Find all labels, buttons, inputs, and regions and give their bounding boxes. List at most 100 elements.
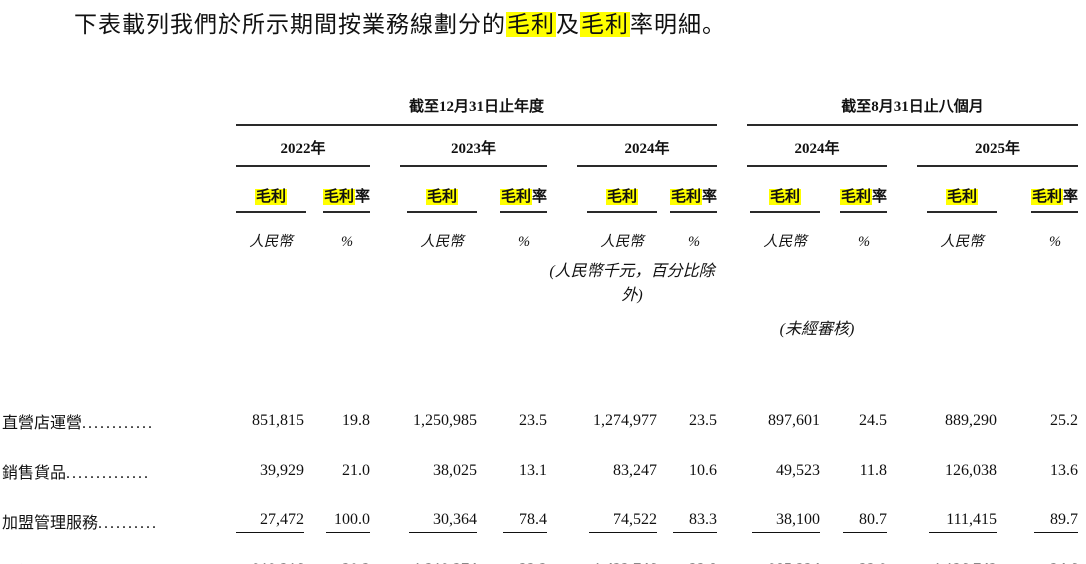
gpm-suffix: 率 [354, 189, 370, 205]
value-cell: 1,126,743 [887, 533, 997, 564]
measure-header-row: 毛利 毛利率 毛利 毛利率 毛利 毛利率 毛利 毛利率 毛利 毛利率 [2, 167, 1079, 213]
gp-header-2024-8m: 毛利 [747, 167, 821, 213]
unit-cell: % [820, 213, 887, 257]
gpm-suffix: 率 [702, 189, 718, 205]
intro-paragraph: 下表載列我們於所示期間按業務線劃分的毛利及毛利率明細。 [74, 8, 1086, 42]
spacer-row [2, 339, 1078, 383]
dot-leader: ............ [82, 415, 155, 432]
period-header-row: 截至12月31日止年度 截至8月31日止八個月 [2, 92, 1079, 126]
section-annual-cell: 截至12月31日止年度 [236, 92, 718, 126]
gpm-header-2023: 毛利率 [477, 167, 547, 213]
gp-value: 1,274,977 [593, 412, 657, 429]
value-cell: 1,432,746 [547, 533, 657, 564]
table-row-direct-stores: 直營店運營............ 851,815 19.8 1,250,985… [2, 383, 1078, 433]
value-cell: 49,523 [747, 433, 820, 483]
gpm-header-2024-8m: 毛利率 [820, 167, 888, 213]
gp-highlight: 毛利 [605, 189, 638, 205]
unit-cell: 人民幣 [747, 213, 820, 257]
gp-header-2025-8m: 毛利 [887, 167, 998, 213]
gpm-suffix: 率 [872, 189, 888, 205]
currency-label: 人民幣 [763, 234, 807, 250]
value-cell: 851,815 [236, 383, 304, 433]
value-cell: 27,472 [236, 483, 304, 533]
percent-label: % [340, 234, 354, 250]
row-label: 直營店運營 [2, 415, 83, 432]
gpm-header-2022: 毛利率 [302, 167, 370, 213]
unaudited-note: (未經審核) [779, 321, 855, 338]
gp-highlight: 毛利 [425, 189, 458, 205]
gp-total: 1,319,374 [409, 561, 477, 564]
value-cell: 23.9 [820, 533, 887, 564]
dot-leader: .............. [66, 465, 151, 482]
value-cell: 13.1 [477, 433, 547, 483]
gp-value: 27,472 [236, 511, 304, 533]
gp-value: 897,601 [768, 412, 821, 429]
currency-label: 人民幣 [420, 234, 464, 250]
gp-header-2022: 毛利 [236, 167, 306, 213]
gpm-highlight: 毛利 [322, 189, 355, 205]
currency-label: 人民幣 [249, 234, 293, 250]
value-cell: 897,601 [747, 383, 820, 433]
value-cell: 78.4 [477, 483, 547, 533]
gpm-value: 13.6 [1050, 462, 1079, 479]
gp-total: 985,224 [752, 561, 820, 564]
dot-leader: .......... [98, 515, 159, 532]
value-cell: 30,364 [370, 483, 477, 533]
gap-cell [717, 533, 747, 564]
gpm-highlight: 毛利 [669, 189, 702, 205]
gpm-header-2025-8m: 毛利率 [997, 167, 1079, 213]
value-cell: 1,250,985 [370, 383, 477, 433]
title-text-post: 率明細。 [630, 12, 726, 37]
value-cell: 23.5 [477, 383, 547, 433]
year-2023-cell: 2023年 [370, 126, 547, 167]
gp-value: 74,522 [589, 511, 657, 533]
gpm-total: 23.3 [503, 561, 547, 564]
gp-header-2024: 毛利 [547, 167, 657, 213]
gap-cell [717, 167, 747, 213]
value-cell: 985,224 [747, 533, 820, 564]
gp-total: 919,216 [236, 561, 304, 564]
value-cell: 20.3 [302, 533, 370, 564]
gpm-total: 23.9 [843, 561, 887, 564]
row-label: 銷售貨品 [2, 465, 67, 482]
gpm-value: 23.5 [519, 412, 547, 429]
value-cell: 111,415 [887, 483, 998, 533]
gap-cell [717, 383, 747, 433]
gpm-value: 23.5 [689, 412, 718, 429]
gpm-value: 80.7 [843, 511, 888, 533]
value-cell: 919,216 [236, 533, 304, 564]
empty-cell [887, 305, 1078, 339]
gpm-value: 13.1 [519, 462, 547, 479]
percent-label: % [1048, 234, 1062, 250]
value-cell: 22.8 [657, 533, 717, 564]
units-row: 人民幣 % 人民幣 % 人民幣 % 人民幣 % 人民幣 % [2, 213, 1078, 257]
table-row-sale-of-goods: 銷售貨品.............. 39,929 21.0 38,025 13… [2, 433, 1078, 483]
gpm-value: 19.8 [342, 412, 370, 429]
gpm-suffix: 率 [531, 189, 547, 205]
percent-label: % [517, 234, 531, 250]
empty-cell [2, 126, 236, 167]
year-2025-8m-label: 2025年 [917, 137, 1079, 167]
year-2022-cell: 2022年 [236, 126, 370, 167]
section-eight-months-label: 截至8月31日止八個月 [747, 95, 1079, 126]
empty-cell [2, 92, 236, 126]
gp-highlight: 毛利 [254, 189, 287, 205]
gross-profit-table: 截至12月31日止年度 截至8月31日止八個月 2022年 2023年 2024… [2, 92, 1079, 564]
unit-cell: % [477, 213, 547, 257]
value-cell: 39,929 [236, 433, 304, 483]
section-annual-label: 截至12月31日止年度 [236, 95, 718, 126]
gpm-value: 11.8 [859, 462, 888, 479]
gp-total: 1,126,743 [929, 561, 997, 564]
gp-total: 1,432,746 [589, 561, 657, 564]
gp-value: 851,815 [252, 412, 304, 429]
empty-cell [2, 305, 747, 339]
gap-cell [717, 433, 747, 483]
unit-cell: 人民幣 [547, 213, 657, 257]
value-cell: 11.8 [820, 433, 887, 483]
gpm-highlight: 毛利 [839, 189, 872, 205]
value-cell: 19.8 [302, 383, 370, 433]
gpm-value: 83.3 [673, 511, 718, 533]
gp-value: 1,250,985 [413, 412, 477, 429]
value-cell: 25.2 [997, 383, 1078, 433]
